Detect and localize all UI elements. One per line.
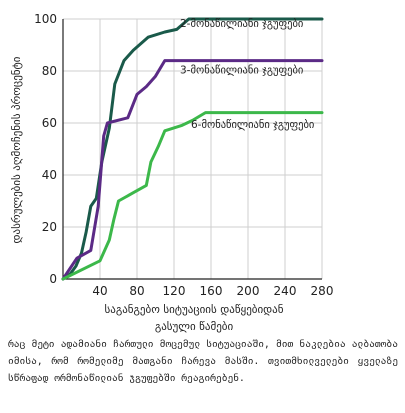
y-tick-label: 0: [49, 272, 57, 286]
line-chart: 0 20 40 60 80 100 40 80 120 160 200 240 280 2-მონაწი…: [10, 12, 333, 333]
y-tick-label: 80: [42, 64, 57, 78]
x-tick-label: 160: [200, 284, 223, 298]
y-tick-label: 40: [42, 168, 57, 182]
y-tick-label: 20: [42, 220, 57, 234]
x-tick-label: 240: [274, 284, 297, 298]
tick-labels: 0 20 40 60 80 100 40 80 120 160 200 240 280: [34, 12, 333, 298]
series-line-3: [61, 111, 324, 281]
x-tick-label: 40: [92, 284, 107, 298]
axes: [62, 19, 322, 280]
x-tick-label: 200: [237, 284, 260, 298]
series-line-2: [61, 59, 324, 281]
series-lines: [61, 17, 324, 281]
y-tick-label: 60: [42, 116, 57, 130]
x-tick-label: 120: [163, 284, 186, 298]
series-label-3: 6-მონაწილიანი ჯგუფები: [191, 119, 314, 131]
x-axis-label-line-2: გასული წამები: [155, 320, 234, 333]
y-tick-label: 100: [34, 12, 57, 26]
x-axis-label-line-1: საგანგებო სიტუაციის დაწყებიდან: [104, 303, 283, 316]
series-label-2: 3-მონაწილიანი ჯგუფები: [180, 65, 303, 77]
series-labels: 2-მონაწილიანი ჯგუფები 3-მონაწილიანი ჯგუფე…: [180, 18, 314, 131]
x-tick-label: 80: [129, 284, 144, 298]
figure-caption: რაც მეტი ადამიანი ჩართული მოცემულ სიტუაც…: [8, 339, 398, 384]
y-axis-label: დასრულების აღმოჩენის პროცენტი: [10, 56, 23, 243]
series-label-1: 2-მონაწილიანი ჯგუფები: [180, 18, 303, 30]
x-tick-label: 280: [311, 284, 334, 298]
